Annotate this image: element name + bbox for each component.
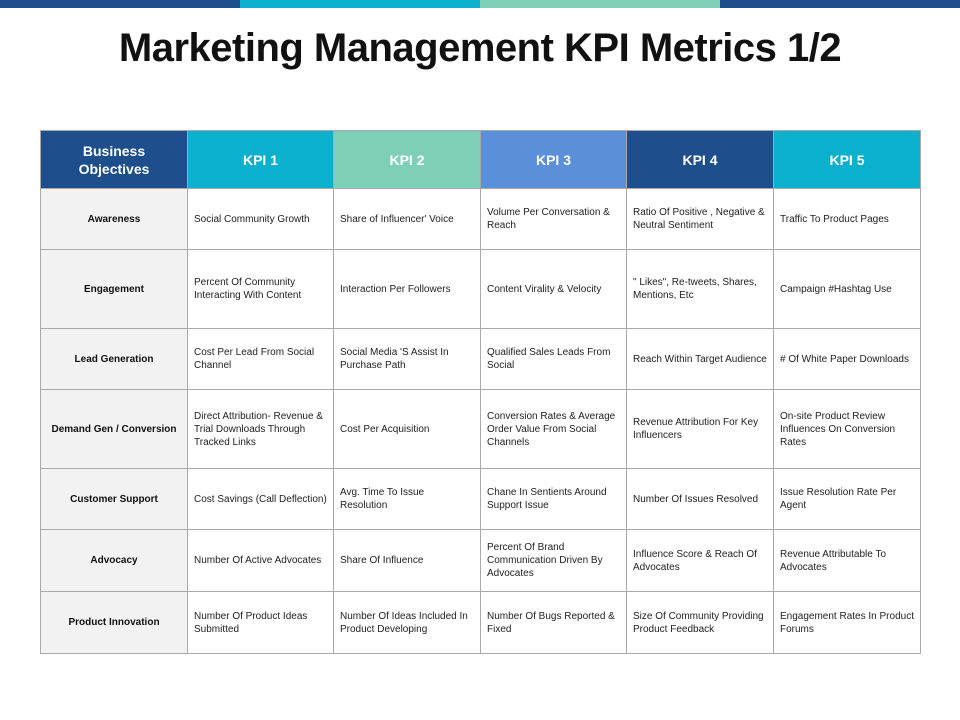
accent-segment [240, 0, 480, 8]
header-row: Business Objectives KPI 1 KPI 2 KPI 3 KP… [40, 130, 921, 189]
header-kpi-5: KPI 5 [773, 130, 921, 189]
kpi-cell: Number Of Ideas Included In Product Deve… [333, 591, 481, 654]
kpi-table: Business Objectives KPI 1 KPI 2 KPI 3 KP… [40, 130, 921, 654]
kpi-cell: Social Community Growth [187, 188, 334, 250]
kpi-cell: Influence Score & Reach Of Advocates [626, 529, 774, 592]
kpi-cell: Cost Savings (Call Deflection) [187, 468, 334, 530]
kpi-cell: Interaction Per Followers [333, 249, 481, 329]
kpi-cell: Traffic To Product Pages [773, 188, 921, 250]
kpi-cell: Conversion Rates & Average Order Value F… [480, 389, 627, 469]
table-row: Customer Support Cost Savings (Call Defle… [40, 468, 921, 530]
table-row: Advocacy Number Of Active Advocates Share … [40, 529, 921, 592]
accent-segment [0, 0, 240, 8]
kpi-cell: Ratio Of Positive , Negative & Neutral S… [626, 188, 774, 250]
accent-segment [720, 0, 960, 8]
kpi-cell: Number Of Product Ideas Submitted [187, 591, 334, 654]
kpi-cell: Cost Per Acquisition [333, 389, 481, 469]
kpi-cell: Revenue Attributable To Advocates [773, 529, 921, 592]
top-accent-bar [0, 0, 960, 8]
row-objective: Demand Gen / Conversion [40, 389, 188, 469]
kpi-cell: Revenue Attribution For Key Influencers [626, 389, 774, 469]
row-objective: Customer Support [40, 468, 188, 530]
kpi-cell: Number Of Bugs Reported & Fixed [480, 591, 627, 654]
table-row: Demand Gen / Conversion Direct Attributio… [40, 389, 921, 469]
kpi-cell: Share of Influencer' Voice [333, 188, 481, 250]
kpi-cell: Share Of Influence [333, 529, 481, 592]
kpi-cell: Social Media 'S Assist In Purchase Path [333, 328, 481, 390]
kpi-cell: Percent Of Community Interacting With Co… [187, 249, 334, 329]
accent-segment [480, 0, 720, 8]
row-objective: Engagement [40, 249, 188, 329]
row-objective: Lead Generation [40, 328, 188, 390]
kpi-cell: Reach Within Target Audience [626, 328, 774, 390]
table-row: Awareness Social Community Growth Share of… [40, 188, 921, 250]
kpi-cell: Number Of Issues Resolved [626, 468, 774, 530]
table-row: Lead Generation Cost Per Lead From Social… [40, 328, 921, 390]
kpi-cell: Campaign #Hashtag Use [773, 249, 921, 329]
table-row: Product Innovation Number Of Product Idea… [40, 591, 921, 654]
slide-title: Marketing Management KPI Metrics 1/2 [118, 26, 842, 70]
kpi-cell: # Of White Paper Downloads [773, 328, 921, 390]
kpi-cell: Avg. Time To Issue Resolution [333, 468, 481, 530]
kpi-cell: Content Virality & Velocity [480, 249, 627, 329]
header-kpi-1: KPI 1 [187, 130, 334, 189]
kpi-cell: Direct Attribution- Revenue & Trial Down… [187, 389, 334, 469]
kpi-cell: " Likes", Re-tweets, Shares, Mentions, E… [626, 249, 774, 329]
kpi-cell: Engagement Rates In Product Forums [773, 591, 921, 654]
kpi-cell: Issue Resolution Rate Per Agent [773, 468, 921, 530]
row-objective: Awareness [40, 188, 188, 250]
kpi-cell: Size Of Community Providing Product Feed… [626, 591, 774, 654]
header-kpi-3: KPI 3 [480, 130, 627, 189]
header-kpi-2: KPI 2 [333, 130, 481, 189]
header-business-objectives: Business Objectives [40, 130, 188, 189]
kpi-cell: Volume Per Conversation & Reach [480, 188, 627, 250]
header-kpi-4: KPI 4 [626, 130, 774, 189]
kpi-cell: Percent Of Brand Communication Driven By… [480, 529, 627, 592]
kpi-cell: Number Of Active Advocates [187, 529, 334, 592]
kpi-cell: Qualified Sales Leads From Social [480, 328, 627, 390]
row-objective: Advocacy [40, 529, 188, 592]
row-objective: Product Innovation [40, 591, 188, 654]
kpi-cell: On-site Product Review Influences On Con… [773, 389, 921, 469]
kpi-cell: Cost Per Lead From Social Channel [187, 328, 334, 390]
table-row: Engagement Percent Of Community Interacti… [40, 249, 921, 329]
kpi-cell: Chane In Sentients Around Support Issue [480, 468, 627, 530]
